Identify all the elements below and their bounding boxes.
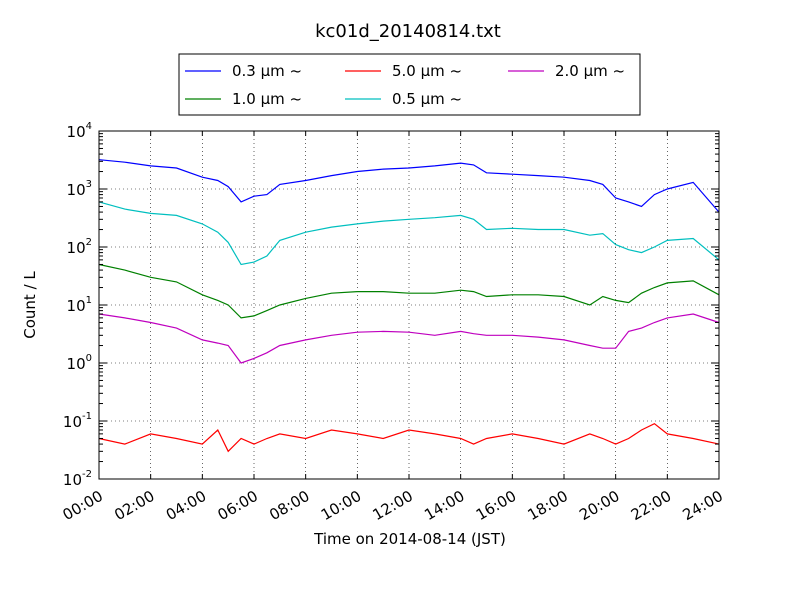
- legend-entry: 0.3 μm ~: [232, 62, 302, 80]
- series-lines: [98, 159, 720, 453]
- y-tick-labels: 10-2 10-1 100 101 102 103 104: [63, 121, 92, 489]
- y-tick-label: 10-2: [63, 469, 92, 489]
- legend-box: [178, 53, 641, 116]
- y-tick-label: 10-1: [63, 411, 92, 431]
- legend-entry: 1.0 μm ~: [232, 90, 302, 108]
- y-tick-label: 100: [67, 353, 92, 373]
- series-line: [98, 201, 720, 266]
- series-line: [98, 159, 720, 213]
- series-line: [98, 422, 720, 453]
- grid-lines: [99, 131, 719, 479]
- y-tick-label: 103: [67, 179, 92, 199]
- legend-entry: 0.5 μm ~: [392, 90, 462, 108]
- y-tick-label: 104: [67, 121, 92, 141]
- x-axis-label: Time on 2014-08-14 (JST): [313, 530, 506, 548]
- legend: 0.3 μm ~ 1.0 μm ~ 5.0 μm ~ 0.5 μm ~ 2.0 μm ~: [178, 53, 641, 116]
- y-axis-label: Count / L: [21, 271, 39, 339]
- series-line: [98, 263, 720, 319]
- axis-ticks: [98, 130, 720, 480]
- legend-entry: 5.0 μm ~: [392, 62, 462, 80]
- series-line: [98, 313, 720, 364]
- chart-title: kc01d_20140814.txt: [315, 21, 501, 42]
- legend-entry: 2.0 μm ~: [555, 62, 625, 80]
- y-tick-label: 102: [67, 237, 92, 257]
- y-tick-label: 101: [67, 295, 92, 315]
